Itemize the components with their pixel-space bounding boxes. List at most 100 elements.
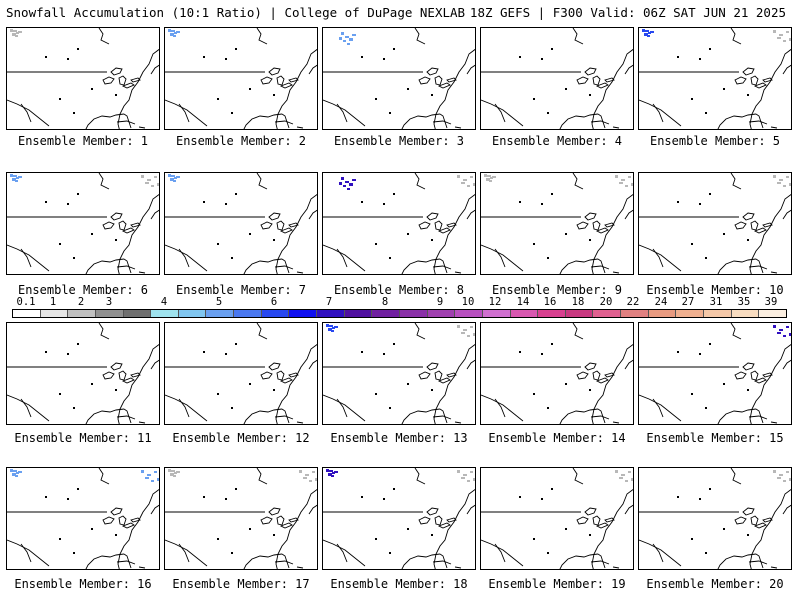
ensemble-member-label: Ensemble Member: 5 [649,134,781,148]
snowfall-area [168,174,180,182]
colorbar-swatch [482,310,511,317]
colorbar-swatch [704,310,732,317]
ensemble-map-panel [638,172,792,275]
colorbar-swatch [68,310,96,317]
ensemble-member-label: Ensemble Member: 15 [646,431,784,445]
ensemble-member-label: Ensemble Member: 18 [330,577,468,591]
snowfall-area [326,324,338,332]
colorbar-swatch [40,310,69,317]
snowfall-area [141,175,159,187]
ensemble-member-label: Ensemble Member: 14 [488,431,626,445]
colorbar-tick-label: 5 [215,296,223,308]
ensemble-map-panel [322,467,476,570]
colorbar-swatch [510,310,539,317]
ensemble-map-panel [6,467,160,570]
snowfall-area [773,470,791,482]
ensemble-map-panel [164,322,318,425]
colorbar-swatch [565,310,594,317]
colorbar-swatch [151,310,179,317]
snowfall-area [773,325,791,337]
map-outline [165,323,317,424]
model-run-valid-time: 18Z GEFS | F300 Valid: 06Z SAT JUN 21 20… [469,5,786,20]
ensemble-member-label: Ensemble Member: 12 [172,431,310,445]
snowfall-area [299,470,317,482]
colorbar-tick-label: 27 [681,296,695,308]
snowfall-area [457,175,475,187]
snowfall-area [773,30,791,42]
colorbar-swatch [731,310,760,317]
ensemble-member-label: Ensemble Member: 1 [17,134,149,148]
map-outline [7,173,159,274]
ensemble-member-label: Ensemble Member: 17 [172,577,310,591]
map-title: Snowfall Accumulation (10:1 Ratio) | Col… [6,5,466,20]
ensemble-map-panel [6,172,160,275]
map-outline [165,28,317,129]
map-outline [639,468,791,569]
colorbar-tick-label: 31 [709,296,723,308]
colorbar-tick-label: 16 [543,296,557,308]
ensemble-map-panel [6,27,160,130]
ensemble-map-panel [164,27,318,130]
ensemble-map-panel [638,322,792,425]
snowfall-area [642,29,654,37]
colorbar-swatch [317,310,345,317]
colorbar-swatch [289,310,318,317]
colorbar-swatch [372,310,400,317]
colorbar-swatch [759,310,786,317]
ensemble-map-panel [164,172,318,275]
colorbar-tick-label: 12 [488,296,502,308]
ensemble-map-panel [322,322,476,425]
colorbar-tick-label: 24 [654,296,668,308]
colorbar-tick-label: 39 [764,296,778,308]
ensemble-member-label: Ensemble Member: 2 [175,134,307,148]
snowfall-area [457,325,475,337]
map-outline [481,28,633,129]
colorbar-swatch [95,310,124,317]
map-outline [165,468,317,569]
colorbar-swatch [399,310,428,317]
ensemble-member-label: Ensemble Member: 11 [14,431,152,445]
ensemble-map-panel [322,27,476,130]
snowfall-area [615,175,633,187]
map-outline [7,28,159,129]
colorbar-tick-label: 8 [381,296,389,308]
colorbar-swatch [261,310,290,317]
snowfall-area [773,175,791,187]
snowfall-area [615,470,633,482]
colorbar-swatch [206,310,235,317]
ensemble-map-panel [164,467,318,570]
map-outline [7,468,159,569]
ensemble-map-panel [480,27,634,130]
ensemble-member-label: Ensemble Member: 13 [330,431,468,445]
ensemble-member-label: Ensemble Member: 8 [333,283,465,297]
colorbar-swatch [123,310,152,317]
colorbar-tick-label: 3 [105,296,113,308]
snowfall-area [484,174,496,182]
snowfall-area [339,177,356,190]
colorbar-tick-label: 20 [599,296,613,308]
colorbar-labels: 0.1 1 2 3 4 5 6 7 8 9 10 12 14 16 18 20 22 24 27 31 35 39 [12,296,785,308]
map-outline [481,323,633,424]
map-outline [323,323,475,424]
snowfall-area [339,32,356,45]
map-outline [481,468,633,569]
ensemble-member-label: Ensemble Member: 4 [491,134,623,148]
map-outline [639,323,791,424]
colorbar-swatch [13,310,41,317]
colorbar-tick-label: 1 [49,296,57,308]
ensemble-map-panel [6,322,160,425]
colorbar-tick-label: 14 [516,296,530,308]
map-outline [7,323,159,424]
ensemble-member-label: Ensemble Member: 10 [646,283,784,297]
map-outline [639,28,791,129]
ensemble-member-label: Ensemble Member: 16 [14,577,152,591]
snowfall-area [10,174,22,182]
colorbar-swatch [676,310,705,317]
ensemble-map-panel [480,172,634,275]
snowfall-area [168,469,180,477]
ensemble-map-panel [638,27,792,130]
colorbar-tick-label: 10 [461,296,475,308]
snowfall-area [168,29,180,37]
colorbar-swatch [648,310,677,317]
ensemble-map-panel [480,322,634,425]
